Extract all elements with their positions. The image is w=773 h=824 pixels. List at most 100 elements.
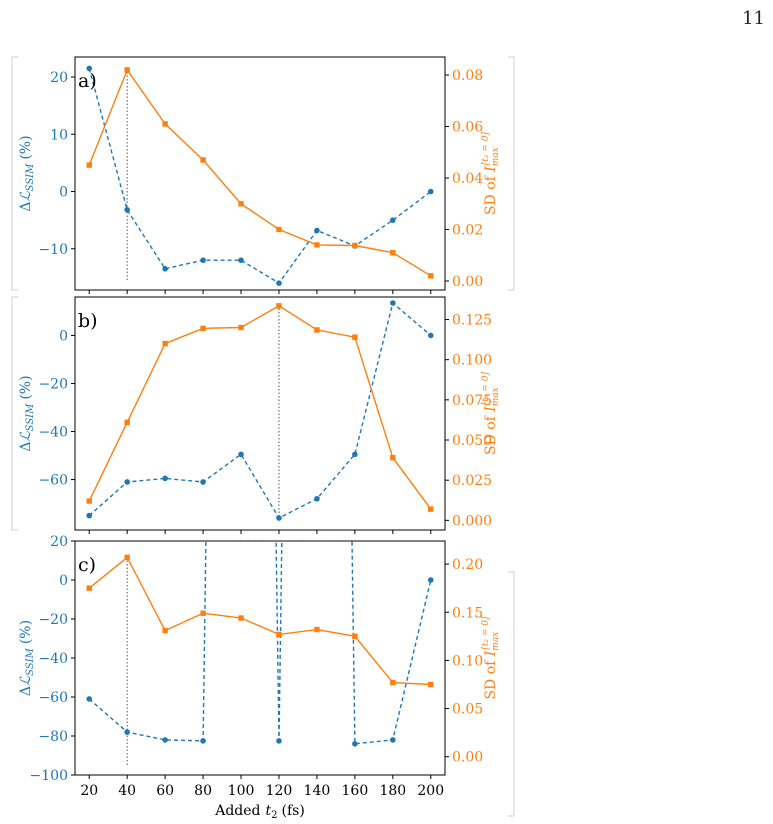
right-tick-label: 0.000 xyxy=(452,513,492,529)
sd-data-point xyxy=(276,631,282,638)
panel-1: 20 10 0 −10 0.08 0.06 0.04 0.02 0.00 a) ΔℒSSIM (%) S… xyxy=(18,56,501,294)
sd-data-point xyxy=(352,334,358,340)
sd-data-point xyxy=(314,626,320,633)
ssim-data-point xyxy=(427,332,434,339)
right-axis-label-sup: [t₂ = 0] xyxy=(481,616,491,650)
x-axis-label-unit: (fs) xyxy=(282,803,305,819)
right-axis-label-sub: max xyxy=(491,632,501,651)
x-tick-label: 160 xyxy=(342,783,369,799)
left-axis-label-prefix: Δ xyxy=(18,686,34,696)
right-axis-label: SD of Imax[t₂ = 0] xyxy=(481,371,501,455)
left-tick-label: 20 xyxy=(50,70,68,86)
ssim-data-point xyxy=(162,737,168,743)
plot-frame xyxy=(74,540,446,776)
right-tick-label: 0.15 xyxy=(452,605,483,621)
right-tick-label: 0.04 xyxy=(452,171,483,187)
sd-data-point xyxy=(314,242,320,248)
sd-series-line xyxy=(88,68,432,277)
sd-data-point xyxy=(86,162,92,168)
sd-data-point xyxy=(390,249,396,256)
left-axis-label-symbol: ℒ xyxy=(18,190,34,201)
ssim-data-point xyxy=(352,741,358,747)
left-axis-label-sub: SSIM xyxy=(25,403,36,431)
left-axis-label-prefix: Δ xyxy=(18,441,34,451)
ssim-series-line xyxy=(88,541,432,745)
right-axis-label-symbol: I xyxy=(483,650,499,657)
left-tick-label: 0 xyxy=(59,328,68,344)
ssim-data-point xyxy=(124,207,130,213)
sd-data-point xyxy=(124,554,130,561)
ssim-data-point xyxy=(200,479,206,485)
x-tick-label: 80 xyxy=(194,783,212,799)
sd-data-point xyxy=(238,324,244,331)
ssim-data-point xyxy=(352,451,358,458)
sd-data-point xyxy=(162,340,168,347)
ssim-data-point xyxy=(276,515,282,521)
x-tick-label: 180 xyxy=(379,783,406,799)
left-axis-label-symbol: ℒ xyxy=(18,675,34,686)
panel-label: b) xyxy=(78,310,98,332)
right-axis-label-symbol: I xyxy=(483,406,499,413)
right-axis-label-sup: [t₂ = 0] xyxy=(481,371,491,405)
sd-series-line xyxy=(88,304,432,510)
sd-data-point xyxy=(200,157,206,163)
panel-label: a) xyxy=(78,70,97,92)
sd-data-point xyxy=(86,585,92,591)
right-axis-label: SD of Imax[t₂ = 0] xyxy=(481,616,501,700)
left-axis-label: ΔℒSSIM (%) xyxy=(18,375,36,451)
x-axis-label-sub: 2 xyxy=(271,810,277,821)
sd-data-point xyxy=(390,679,396,686)
left-axis-label-unit: (%) xyxy=(18,135,34,159)
sd-data-point xyxy=(124,67,130,73)
left-tick-label: −10 xyxy=(38,242,68,258)
left-tick-label: −60 xyxy=(38,690,68,706)
ssim-series-line xyxy=(88,68,432,285)
right-axis-label-prefix: SD of xyxy=(483,412,499,455)
sd-data-point xyxy=(276,303,282,309)
left-axis-label: ΔℒSSIM (%) xyxy=(18,620,36,696)
right-axis-label-sub: max xyxy=(491,387,501,406)
sd-data-point xyxy=(86,498,92,504)
ssim-data-point xyxy=(390,300,396,306)
ssim-data-point xyxy=(86,696,93,702)
sd-data-point xyxy=(314,327,320,333)
ssim-data-point xyxy=(314,227,320,234)
right-tick-label: 0.050 xyxy=(452,433,492,449)
sd-data-point xyxy=(352,633,358,640)
ssim-data-point xyxy=(86,512,93,519)
left-tick-label: −20 xyxy=(38,376,68,392)
left-tick-label: −20 xyxy=(38,612,68,628)
left-axis-label-sub: SSIM xyxy=(25,647,36,675)
x-axis-label-math: t xyxy=(265,803,271,819)
left-axis-label-prefix: Δ xyxy=(18,201,34,211)
right-tick-label: 0.20 xyxy=(452,557,483,573)
panel-2: 0 −20 −40 −60 0.125 0.100 0.075 0.050 0.025 0.000… xyxy=(18,296,501,534)
x-axis-group: 20 40 60 80 100 120 140 160 180 200 Added t2 (fs) xyxy=(80,783,444,821)
ssim-data-point xyxy=(162,266,168,272)
sd-data-point xyxy=(390,454,396,461)
right-tick-label: 0.05 xyxy=(452,702,483,718)
ssim-data-point xyxy=(86,65,93,72)
left-tick-label: −60 xyxy=(38,473,68,489)
left-tick-label: −100 xyxy=(30,768,68,784)
left-axis-label-sub: SSIM xyxy=(25,163,36,191)
left-axis-label-unit: (%) xyxy=(18,620,34,644)
right-axis-label-sup: [t₂ = 0] xyxy=(481,131,491,165)
ssim-data-point xyxy=(276,280,282,286)
ssim-data-point xyxy=(427,577,434,583)
right-tick-label: 0.075 xyxy=(452,393,492,409)
ssim-data-point xyxy=(390,737,396,743)
left-tick-label: 0 xyxy=(59,573,68,589)
sd-data-point xyxy=(352,242,358,249)
sd-data-point xyxy=(276,226,282,233)
right-axis-label-sub: max xyxy=(491,147,501,166)
right-axis-label-symbol: I xyxy=(483,166,499,173)
right-tick-label: 0.125 xyxy=(452,312,492,328)
side-brackets xyxy=(11,56,515,817)
x-tick-label: 100 xyxy=(228,783,255,799)
plot-frame xyxy=(74,296,446,531)
left-axis-label-symbol: ℒ xyxy=(18,430,34,441)
x-axis-label: Added t2 (fs) xyxy=(214,803,305,821)
sd-data-point xyxy=(200,325,206,332)
x-tick-label: 20 xyxy=(80,783,98,799)
